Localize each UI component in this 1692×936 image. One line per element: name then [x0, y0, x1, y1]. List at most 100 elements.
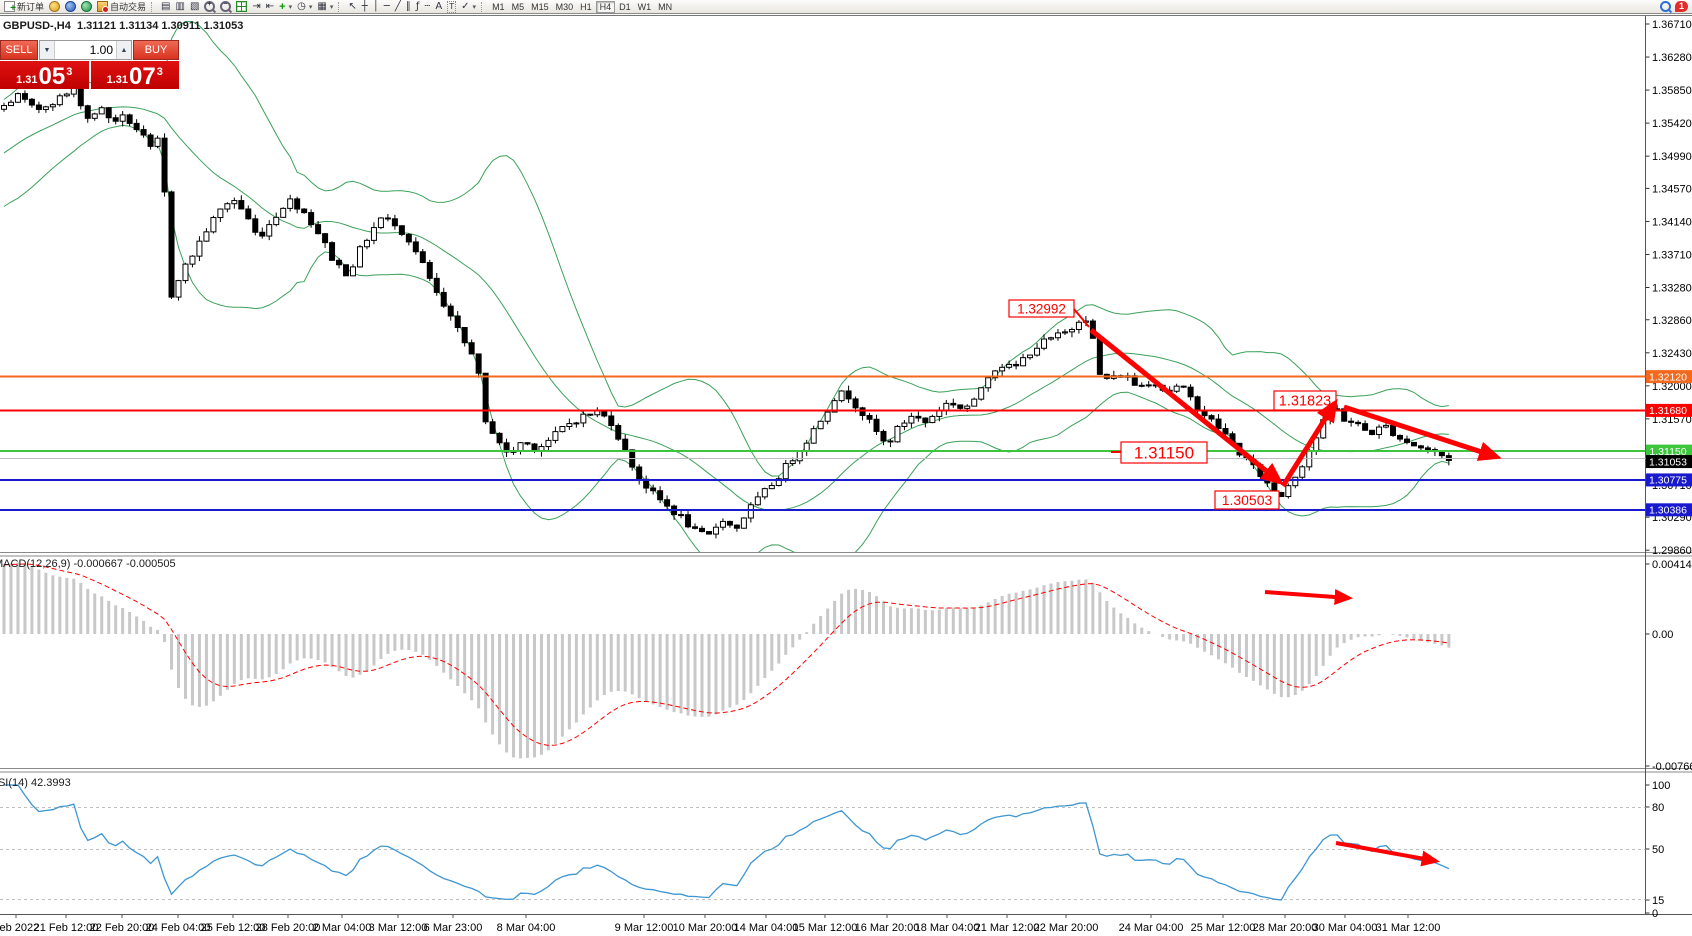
chart-shift-button[interactable]: ⇤ [264, 1, 276, 13]
indicators-button[interactable]: + ▾ [277, 1, 294, 13]
buy-price-display[interactable]: 1.31 07 3 [90, 61, 179, 89]
price-badge: 1.31680 [1646, 403, 1692, 417]
notifications-button[interactable]: 1 [1673, 1, 1690, 13]
bar-chart-icon: ▤ [161, 0, 171, 12]
vertical-line-icon: │ [372, 0, 379, 12]
volume-down-button[interactable]: ▼ [40, 41, 55, 59]
line-chart-button[interactable]: ▧ [188, 1, 201, 13]
new-order-label: 新订单 [17, 2, 45, 12]
svg-text:21 Mar 12:00: 21 Mar 12:00 [975, 922, 1040, 934]
rsi-indicator-label: RSI(14) 42.3993 [0, 777, 71, 789]
periods-button[interactable]: ◷ ▾ [295, 1, 314, 13]
timeframe-m30[interactable]: M30 [555, 1, 574, 12]
price-badge: 1.30775 [1646, 473, 1692, 487]
zoom-out-button[interactable]: − [218, 1, 233, 13]
svg-text:1.31053: 1.31053 [1649, 456, 1687, 468]
candle-chart-button[interactable]: ▥ [173, 1, 186, 13]
vertical-line-button[interactable]: │ [371, 1, 381, 13]
tile-windows-button[interactable] [234, 1, 249, 13]
chevron-down-icon: ▾ [472, 3, 477, 11]
sell-button[interactable]: SELL [0, 40, 38, 60]
zoom-out-icon: − [220, 1, 232, 12]
svg-text:50: 50 [1652, 844, 1664, 856]
autotrading-button[interactable]: 自动交易 [95, 1, 148, 13]
bar-chart-button[interactable]: ▤ [159, 1, 172, 13]
timeframe-mn[interactable]: MN [658, 1, 673, 12]
svg-text:28 Mar 20:00: 28 Mar 20:00 [1253, 922, 1318, 934]
annotation-label[interactable] [1008, 299, 1075, 318]
trend-arrow[interactable] [1343, 404, 1502, 461]
rsi-panel [0, 784, 1646, 901]
timeframe-m1[interactable]: M1 [492, 1, 505, 12]
chart-shift-icon: ⇤ [265, 0, 275, 12]
market-watch-button[interactable] [47, 1, 62, 13]
svg-text:14 Mar 04:00: 14 Mar 04:00 [734, 922, 799, 934]
text-label-button[interactable]: T [445, 0, 458, 13]
candles-group [1, 83, 1452, 539]
templates-button[interactable]: ▦ ▾ [315, 1, 335, 13]
text-tool-button[interactable]: A [433, 1, 444, 13]
svg-text:100: 100 [1652, 780, 1670, 792]
volume-up-button[interactable]: ▲ [116, 41, 131, 59]
timeframe-h1[interactable]: H1 [580, 1, 592, 12]
trendline-button[interactable]: ╱ [393, 1, 403, 13]
svg-text:1.31150: 1.31150 [1134, 444, 1194, 463]
volume-input[interactable] [55, 41, 116, 59]
new-order-button[interactable]: 新订单 [2, 1, 46, 14]
bollinger-middle [3, 106, 1449, 511]
terminal-button[interactable] [79, 1, 94, 13]
svg-text:1.29860: 1.29860 [1652, 545, 1692, 557]
buy-price-sup: 3 [156, 66, 163, 78]
channel-button[interactable]: ∥ [404, 1, 413, 13]
timeframe-m15[interactable]: M15 [531, 1, 549, 12]
svg-text:2 Mar 04:00: 2 Mar 04:00 [313, 922, 372, 934]
horizontal-line-button[interactable]: ─ [382, 1, 392, 13]
timeframe-d1[interactable]: D1 [619, 1, 631, 12]
svg-text:1.31823: 1.31823 [1279, 394, 1331, 410]
cursor-button[interactable]: ↖ [346, 1, 358, 13]
market-watch-icon [49, 1, 61, 12]
clock-icon: ◷ [297, 0, 306, 12]
rsi-trend-arrow[interactable] [1335, 841, 1440, 867]
trend-arrow[interactable] [1089, 328, 1284, 486]
svg-text:1.35850: 1.35850 [1652, 85, 1692, 97]
macd-panel [2, 562, 1451, 759]
cursor-icon: ↖ [348, 0, 357, 12]
zoom-in-button[interactable]: + [202, 1, 217, 13]
svg-text:6 Mar 23:00: 6 Mar 23:00 [424, 922, 483, 934]
timeframe-w1[interactable]: W1 [637, 1, 652, 12]
trend-arrow[interactable] [1280, 398, 1338, 488]
toolbar-separator [338, 1, 343, 12]
arrows-tool-button[interactable]: ✓ ▾ [459, 1, 478, 13]
fibonacci-button[interactable]: ƒ [414, 1, 422, 13]
buy-button[interactable]: BUY [133, 40, 179, 60]
svg-text:25 Mar 12:00: 25 Mar 12:00 [1191, 922, 1256, 934]
svg-text:22 Feb 20:00: 22 Feb 20:00 [90, 922, 155, 934]
macd-trend-arrow[interactable] [1264, 588, 1353, 605]
macd-indicator-label: MACD(12,26,9) -0.000667 -0.000505 [0, 558, 176, 570]
toolbar-separator [151, 1, 156, 12]
navigator-button[interactable] [63, 1, 78, 13]
cycle-lines-button[interactable]: ┄ [422, 1, 432, 13]
svg-text:8 Mar 04:00: 8 Mar 04:00 [497, 922, 556, 934]
chart-ohlc-readout: GBPUSD-,H4 1.31121 1.31134 1.30911 1.310… [3, 20, 244, 32]
text-label-icon: T [447, 0, 457, 13]
price-axis[interactable]: 1.36710 1.36280 1.35850 1.35420 1.34990 1.345… [1645, 19, 1692, 920]
sell-price-display[interactable]: 1.31 05 3 [0, 61, 89, 89]
svg-text:30 Mar 04:00: 30 Mar 04:00 [1313, 922, 1378, 934]
auto-scroll-button[interactable]: ⇥ [250, 1, 262, 13]
search-button[interactable] [1658, 1, 1673, 13]
svg-text:Feb 2022: Feb 2022 [0, 922, 39, 934]
svg-text:80: 80 [1652, 802, 1664, 814]
svg-text:21 Feb 12:00: 21 Feb 12:00 [34, 922, 99, 934]
crosshair-button[interactable]: ┼ [360, 1, 370, 13]
price-badge: 1.31053 [1646, 455, 1692, 468]
annotation-label[interactable] [1214, 490, 1280, 510]
trendline-icon: ╱ [394, 0, 401, 12]
svg-text:1.34990: 1.34990 [1652, 151, 1692, 163]
trend-arrow[interactable] [1073, 308, 1090, 328]
timeframe-m5[interactable]: M5 [511, 1, 525, 12]
timeframe-h4[interactable]: H4 [595, 0, 616, 13]
